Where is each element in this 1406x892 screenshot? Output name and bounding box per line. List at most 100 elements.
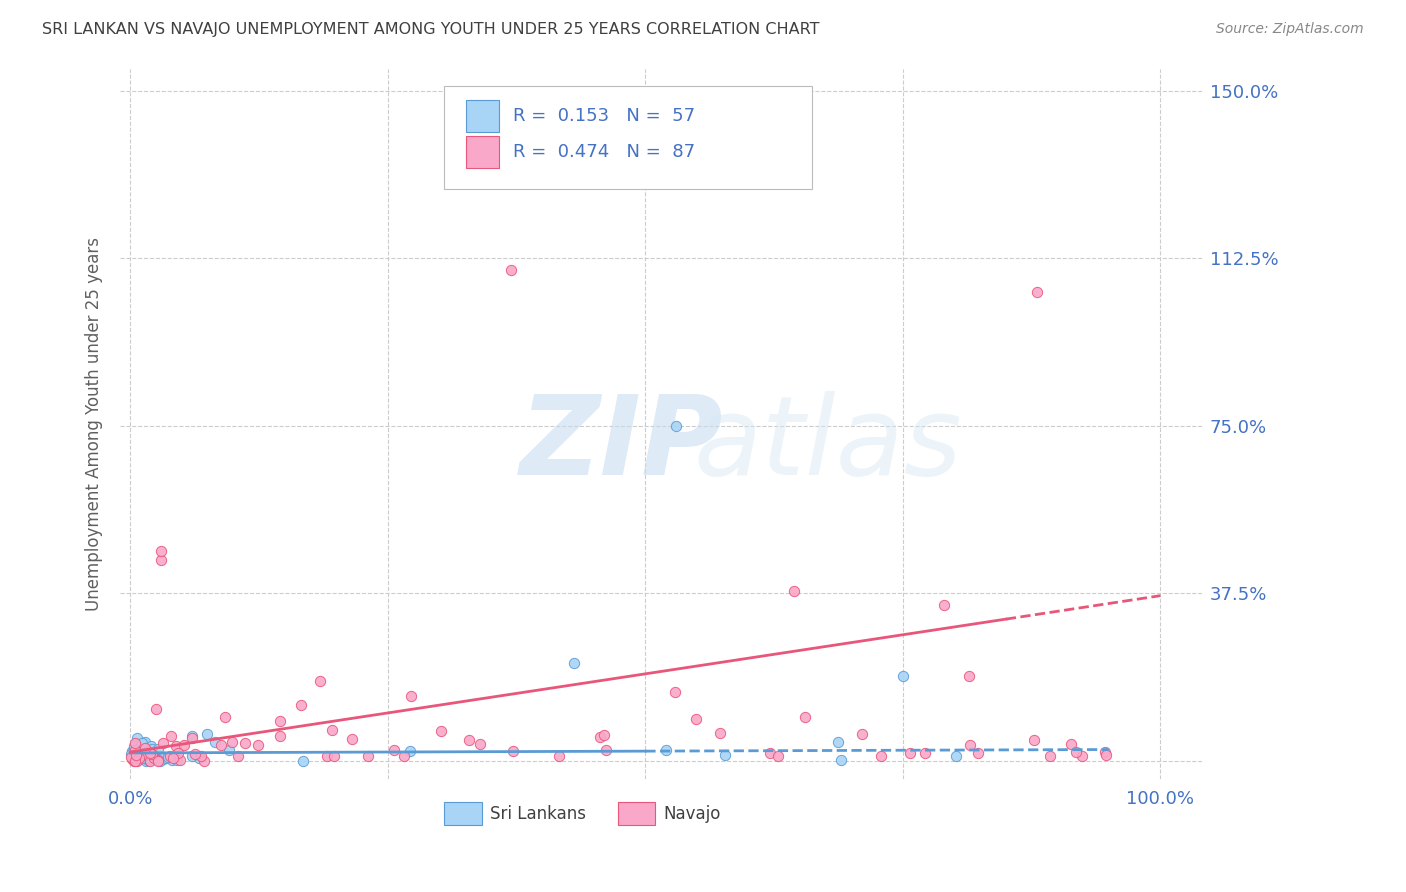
Point (131, 736, 153, 750)
Point (562, 656, 585, 670)
Point (382, 743, 405, 757)
Point (138, 753, 160, 767)
FancyBboxPatch shape (444, 87, 813, 189)
Point (122, 752, 145, 766)
Point (589, 730, 612, 744)
Point (155, 751, 177, 765)
Point (139, 739, 162, 753)
Point (148, 748, 170, 763)
Point (128, 751, 150, 765)
Point (121, 752, 143, 766)
Point (226, 749, 249, 764)
Point (218, 743, 240, 757)
Point (134, 735, 156, 749)
Point (169, 753, 191, 767)
Point (392, 749, 415, 764)
Point (1022, 733, 1045, 747)
Point (183, 747, 205, 762)
Point (827, 735, 849, 749)
Point (181, 729, 204, 743)
Point (934, 598, 956, 612)
Point (135, 747, 157, 761)
Point (1025, 285, 1047, 299)
Point (322, 749, 344, 764)
Point (124, 743, 146, 757)
Point (893, 669, 915, 683)
Point (128, 741, 150, 756)
Point (321, 723, 343, 738)
Point (135, 754, 157, 768)
Point (122, 739, 145, 753)
Point (135, 743, 157, 757)
Point (157, 749, 180, 764)
Point (1060, 738, 1083, 752)
Point (167, 746, 190, 760)
Text: Source: ZipAtlas.com: Source: ZipAtlas.com (1216, 22, 1364, 37)
Point (197, 727, 219, 741)
Point (870, 749, 893, 764)
Point (131, 750, 153, 764)
Point (204, 735, 226, 749)
Point (159, 749, 181, 764)
Point (768, 749, 790, 764)
Point (136, 749, 159, 764)
Point (664, 684, 686, 698)
Point (173, 738, 195, 752)
Point (160, 729, 183, 743)
Point (125, 754, 148, 768)
Text: SRI LANKAN VS NAVAJO UNEMPLOYMENT AMONG YOUTH UNDER 25 YEARS CORRELATION CHART: SRI LANKAN VS NAVAJO UNEMPLOYMENT AMONG … (42, 22, 820, 37)
Point (136, 753, 159, 767)
Text: Navajo: Navajo (662, 805, 720, 823)
Text: R =  0.474   N =  87: R = 0.474 N = 87 (513, 143, 695, 161)
Point (457, 733, 479, 747)
Point (468, 738, 491, 752)
Point (125, 748, 148, 763)
Point (851, 727, 873, 741)
FancyBboxPatch shape (465, 136, 499, 168)
Point (121, 747, 143, 762)
FancyBboxPatch shape (444, 802, 482, 825)
Point (709, 726, 731, 740)
Point (152, 736, 174, 750)
Point (399, 689, 422, 703)
Point (1094, 745, 1116, 759)
Point (357, 749, 380, 764)
Point (783, 584, 806, 599)
Point (221, 735, 243, 749)
Point (134, 740, 156, 755)
Point (162, 751, 184, 765)
Point (655, 743, 678, 757)
Point (141, 742, 163, 756)
Point (148, 754, 170, 768)
Point (945, 749, 967, 764)
Point (124, 754, 146, 768)
Point (340, 731, 363, 746)
Point (181, 748, 204, 763)
Point (502, 744, 524, 758)
Point (214, 710, 236, 724)
Point (120, 750, 142, 764)
Point (292, 754, 315, 768)
Point (143, 751, 166, 765)
Point (125, 731, 148, 745)
FancyBboxPatch shape (617, 802, 655, 825)
Y-axis label: Unemployment Among Youth under 25 years: Unemployment Among Youth under 25 years (86, 236, 103, 611)
Text: Sri Lankans: Sri Lankans (489, 805, 586, 823)
Point (830, 753, 852, 767)
Point (759, 746, 782, 760)
Point (141, 747, 163, 762)
Point (665, 418, 688, 433)
Point (501, 262, 523, 277)
Point (139, 749, 162, 764)
Text: ZIP: ZIP (520, 392, 724, 499)
Point (136, 751, 159, 765)
Point (125, 745, 148, 759)
Point (122, 754, 145, 768)
Point (685, 712, 707, 726)
Point (129, 749, 152, 764)
Point (136, 749, 159, 764)
Point (1064, 745, 1087, 759)
Point (957, 669, 980, 683)
Point (794, 710, 817, 724)
Point (131, 751, 153, 765)
